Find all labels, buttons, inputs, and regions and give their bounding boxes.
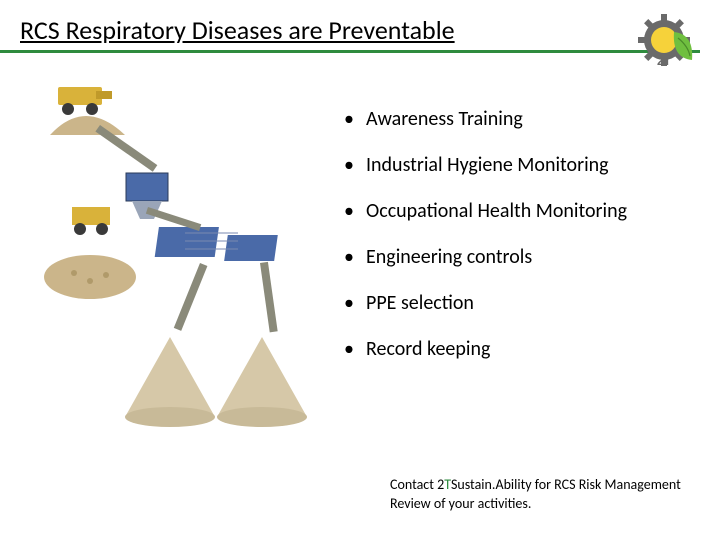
- footer-brand-rest: Sustain.Ability: [451, 476, 532, 493]
- list-item: Awareness Training: [340, 107, 720, 131]
- conveyor-icon: [95, 125, 157, 172]
- list-item: Engineering controls: [340, 245, 720, 269]
- cone-stockpile-icon: [125, 337, 215, 427]
- cone-stockpile-2-icon: [217, 337, 307, 427]
- bullet-list: Awareness Training Industrial Hygiene Mo…: [330, 77, 720, 447]
- loader-truck-icon: [58, 87, 112, 115]
- brand-logo: 2T: [636, 12, 698, 74]
- plant-illustration: [30, 77, 330, 447]
- stockpile-2-icon: [44, 255, 136, 299]
- conveyor-3-icon: [174, 263, 208, 331]
- page-title: RCS Respiratory Diseases are Preventable: [20, 14, 700, 46]
- list-item: Industrial Hygiene Monitoring: [340, 153, 720, 177]
- footer-brand-t: T: [444, 476, 451, 493]
- list-item: Occupational Health Monitoring: [340, 199, 720, 223]
- footer-note: Contact 2TSustain.Ability for RCS Risk M…: [390, 476, 690, 514]
- list-item: PPE selection: [340, 291, 720, 315]
- list-item: Record keeping: [340, 337, 720, 361]
- footer-prefix: Contact: [390, 476, 437, 493]
- screen-unit-icon: [155, 227, 278, 261]
- haul-truck-icon: [72, 207, 110, 235]
- logo-label: 2T: [657, 54, 672, 68]
- stockpile-icon: [50, 116, 125, 135]
- conveyor-4-icon: [260, 262, 278, 332]
